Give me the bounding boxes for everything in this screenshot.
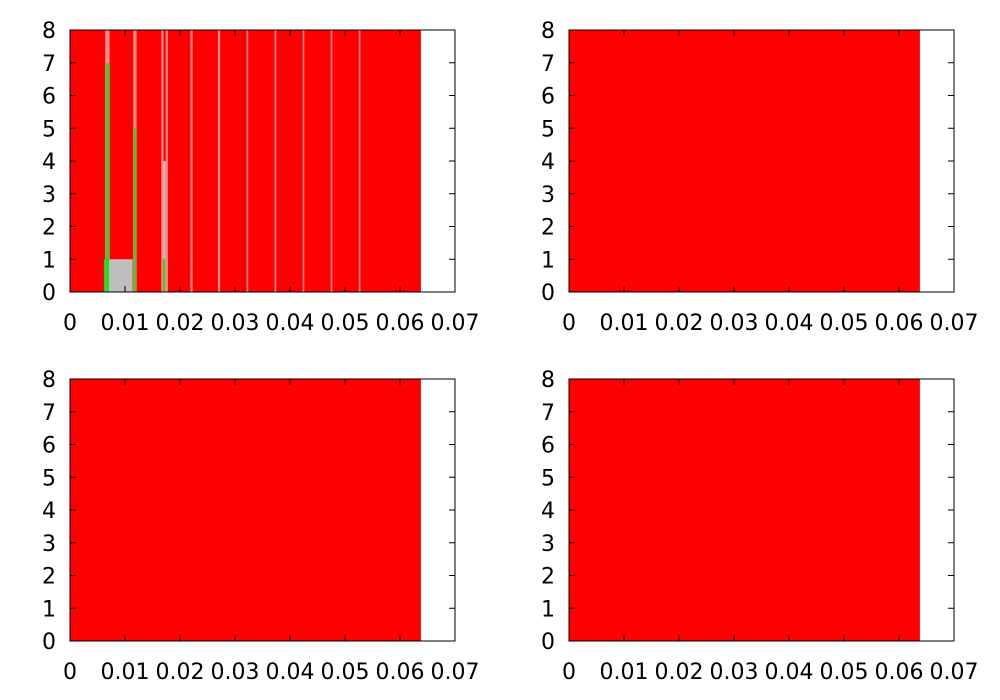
y-tick-label: 4 <box>42 150 56 175</box>
x-tick-label: 0.02 <box>655 311 704 336</box>
y-tick-label: 4 <box>541 499 555 524</box>
y-tick-label: 5 <box>42 466 56 491</box>
y-tick-label: 8 <box>42 19 56 44</box>
y-tick-label: 3 <box>541 532 555 557</box>
y-tick-label: 0 <box>541 630 555 655</box>
plot-area <box>569 379 920 641</box>
y-tick-label: 1 <box>42 597 56 622</box>
y-tick-label: 5 <box>541 117 555 142</box>
x-tick-label: 0.01 <box>600 311 649 336</box>
overlay-band-13 <box>246 30 249 292</box>
overlay-band-14 <box>274 30 277 292</box>
x-tick-label: 0.07 <box>431 660 480 685</box>
overlay-band-9 <box>162 259 166 292</box>
x-tick-label: 0.03 <box>211 660 260 685</box>
x-tick-label: 0.04 <box>765 660 814 685</box>
overlay-band-6 <box>133 128 136 292</box>
y-tick-label: 4 <box>541 150 555 175</box>
x-tick-label: 0.06 <box>376 311 425 336</box>
chart-panel-1: 0 1 2 3 4 5 6 7 8 0 0.01 0.02 0.03 0.04 0.05 0.06 0.07 <box>42 19 479 336</box>
y-tick-label: 2 <box>541 565 555 590</box>
y-tick-label: 8 <box>42 368 56 393</box>
overlay-band-3 <box>104 259 106 292</box>
x-tick-label: 0.05 <box>820 311 869 336</box>
x-tick-label: 0.03 <box>710 311 759 336</box>
chart-panel-4: 0 1 2 3 4 5 6 7 8 0 0.01 0.02 0.03 0.04 0.05 0.06 0.07 <box>541 368 978 685</box>
chart-panel-3: 0 1 2 3 4 5 6 7 8 0 0.01 0.02 0.03 0.04 0.05 0.06 0.07 <box>42 368 479 685</box>
y-tick-label: 2 <box>42 216 56 241</box>
overlay-band-11 <box>190 30 193 292</box>
y-tick-label: 6 <box>541 85 555 110</box>
x-tick-label: 0.02 <box>655 660 704 685</box>
area-series-1 <box>70 379 421 641</box>
overlay-band-10 <box>165 30 168 292</box>
x-tick-label: 0.04 <box>266 311 315 336</box>
y-tick-label: 6 <box>541 434 555 459</box>
x-tick-label: 0.06 <box>376 660 425 685</box>
x-tick-label: 0.05 <box>321 660 370 685</box>
plot-area <box>569 30 920 292</box>
overlay-band-16 <box>330 30 333 292</box>
x-tick-label: 0 <box>63 660 77 685</box>
y-tick-label: 7 <box>42 401 56 426</box>
x-tick-label: 0 <box>562 660 576 685</box>
y-tick-label: 7 <box>541 52 555 77</box>
y-tick-label: 3 <box>42 532 56 557</box>
plot-area <box>70 379 421 641</box>
y-tick-label: 3 <box>42 183 56 208</box>
x-tick-label: 0 <box>562 311 576 336</box>
x-tick-label: 0.07 <box>930 660 979 685</box>
y-tick-label: 7 <box>42 52 56 77</box>
area-series-1 <box>70 30 421 292</box>
y-tick-label: 0 <box>42 281 56 306</box>
x-tick-label: 0.01 <box>101 311 150 336</box>
y-tick-label: 1 <box>42 248 56 273</box>
y-tick-label: 1 <box>541 597 555 622</box>
y-tick-label: 8 <box>541 368 555 393</box>
y-tick-label: 1 <box>541 248 555 273</box>
overlay-band-4 <box>109 259 133 292</box>
x-tick-label: 0.03 <box>710 660 759 685</box>
x-tick-label: 0.04 <box>765 311 814 336</box>
y-tick-label: 6 <box>42 85 56 110</box>
plot-area <box>70 30 421 292</box>
y-tick-label: 5 <box>541 466 555 491</box>
x-tick-label: 0.07 <box>930 311 979 336</box>
x-tick-label: 0.06 <box>875 311 924 336</box>
overlay-band-8 <box>163 161 166 292</box>
x-tick-label: 0.07 <box>431 311 480 336</box>
y-tick-label: 5 <box>42 117 56 142</box>
x-tick-label: 0.04 <box>266 660 315 685</box>
x-tick-label: 0.03 <box>211 311 260 336</box>
overlay-band-15 <box>302 30 305 292</box>
x-tick-label: 0.01 <box>101 660 150 685</box>
y-tick-label: 2 <box>42 565 56 590</box>
y-tick-label: 8 <box>541 19 555 44</box>
overlay-band-12 <box>217 30 221 292</box>
y-tick-label: 6 <box>42 434 56 459</box>
y-tick-label: 2 <box>541 216 555 241</box>
overlay-band-17 <box>358 30 361 292</box>
x-tick-label: 0.02 <box>156 311 205 336</box>
x-tick-label: 0.01 <box>600 660 649 685</box>
chart-panel-2: 0 1 2 3 4 5 6 7 8 0 0.01 0.02 0.03 0.04 0.05 0.06 0.07 <box>541 19 978 336</box>
y-tick-label: 0 <box>541 281 555 306</box>
y-tick-label: 4 <box>42 499 56 524</box>
y-tick-label: 7 <box>541 401 555 426</box>
y-tick-label: 3 <box>541 183 555 208</box>
area-series-1 <box>569 30 920 292</box>
area-series-1 <box>569 379 920 641</box>
x-tick-label: 0.05 <box>321 311 370 336</box>
x-tick-label: 0.06 <box>875 660 924 685</box>
x-tick-label: 0.02 <box>156 660 205 685</box>
x-tick-label: 0.05 <box>820 660 869 685</box>
overlay-band-2 <box>105 62 110 292</box>
overlay-band-7 <box>161 30 164 292</box>
x-tick-label: 0 <box>63 311 77 336</box>
y-tick-label: 0 <box>42 630 56 655</box>
